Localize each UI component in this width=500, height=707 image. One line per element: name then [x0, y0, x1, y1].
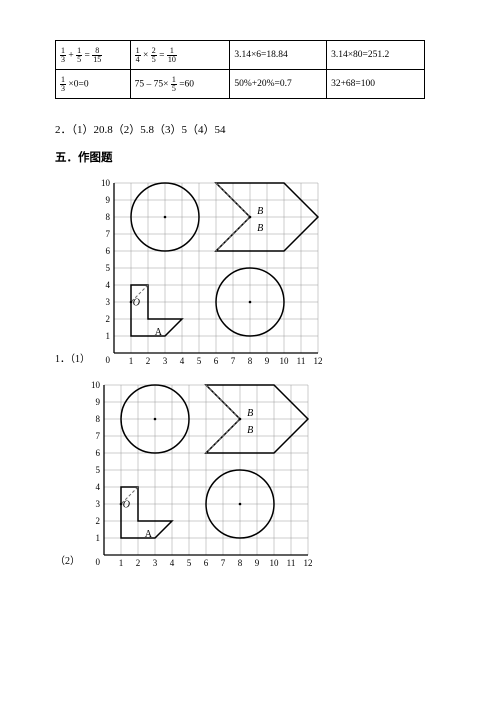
svg-text:O: O	[133, 298, 140, 309]
svg-text:4: 4	[180, 356, 185, 366]
answer-line-2: 2．（1）20.8（2）5.8（3）5（4）54	[55, 121, 445, 137]
svg-text:4: 4	[96, 482, 101, 492]
svg-text:7: 7	[106, 229, 111, 239]
figure-2-svg: 123456789100123456789101112BBAO	[86, 381, 312, 573]
svg-text:2: 2	[106, 314, 111, 324]
svg-text:O: O	[123, 500, 130, 511]
figure-1-row: 1．（1） 123456789100123456789101112BBAO	[55, 179, 445, 371]
svg-text:B: B	[247, 425, 253, 436]
svg-text:10: 10	[91, 381, 101, 390]
svg-text:9: 9	[106, 195, 111, 205]
figure-1-label: 1．（1）	[55, 350, 90, 371]
eq-cell: 3.14×80=251.2	[327, 41, 425, 70]
svg-text:B: B	[257, 223, 263, 234]
svg-text:12: 12	[314, 356, 323, 366]
svg-text:0: 0	[106, 355, 111, 365]
section-5-title: 五．作图题	[55, 149, 445, 165]
svg-text:10: 10	[280, 356, 290, 366]
eq-cell: 32+68=100	[327, 70, 425, 99]
figure-2-row: （2） 123456789100123456789101112BBAO	[55, 381, 445, 573]
svg-text:8: 8	[238, 558, 243, 568]
svg-text:6: 6	[214, 356, 219, 366]
figure-2-label: （2）	[55, 552, 80, 573]
svg-text:9: 9	[96, 397, 101, 407]
svg-text:5: 5	[187, 558, 192, 568]
svg-text:12: 12	[304, 558, 313, 568]
svg-text:3: 3	[106, 297, 111, 307]
eq-cell: 14 × 25 = 110	[130, 41, 230, 70]
svg-text:1: 1	[96, 533, 101, 543]
eq-cell: 50%+20%=0.7	[230, 70, 327, 99]
svg-text:B: B	[257, 206, 263, 217]
eq-cell: 13 + 15 = 815	[56, 41, 131, 70]
svg-text:0: 0	[96, 557, 101, 567]
svg-text:6: 6	[96, 448, 101, 458]
eq-cell: 75 – 75× 15 =60	[130, 70, 230, 99]
svg-text:8: 8	[96, 414, 101, 424]
svg-text:1: 1	[106, 331, 111, 341]
svg-text:7: 7	[231, 356, 236, 366]
svg-text:10: 10	[270, 558, 280, 568]
svg-text:7: 7	[221, 558, 226, 568]
svg-text:2: 2	[146, 356, 151, 366]
svg-text:5: 5	[197, 356, 202, 366]
svg-text:1: 1	[129, 356, 134, 366]
svg-text:3: 3	[96, 499, 101, 509]
svg-text:6: 6	[204, 558, 209, 568]
svg-text:B: B	[247, 408, 253, 419]
svg-text:6: 6	[106, 246, 111, 256]
svg-text:7: 7	[96, 431, 101, 441]
svg-text:A: A	[145, 529, 153, 540]
svg-text:11: 11	[297, 356, 306, 366]
svg-text:4: 4	[170, 558, 175, 568]
svg-text:3: 3	[153, 558, 158, 568]
svg-text:1: 1	[119, 558, 124, 568]
eq-cell: 13 ×0=0	[56, 70, 131, 99]
equation-table: 13 + 15 = 81514 × 25 = 1103.14×6=18.843.…	[55, 40, 425, 99]
svg-text:3: 3	[163, 356, 168, 366]
svg-text:2: 2	[96, 516, 101, 526]
svg-text:10: 10	[101, 179, 111, 188]
eq-cell: 3.14×6=18.84	[230, 41, 327, 70]
svg-text:5: 5	[96, 465, 101, 475]
svg-text:9: 9	[265, 356, 270, 366]
svg-text:9: 9	[255, 558, 260, 568]
svg-text:8: 8	[106, 212, 111, 222]
svg-text:2: 2	[136, 558, 141, 568]
svg-text:11: 11	[287, 558, 296, 568]
svg-text:5: 5	[106, 263, 111, 273]
svg-text:A: A	[155, 327, 163, 338]
svg-text:4: 4	[106, 280, 111, 290]
svg-text:8: 8	[248, 356, 253, 366]
figure-1-svg: 123456789100123456789101112BBAO	[96, 179, 322, 371]
